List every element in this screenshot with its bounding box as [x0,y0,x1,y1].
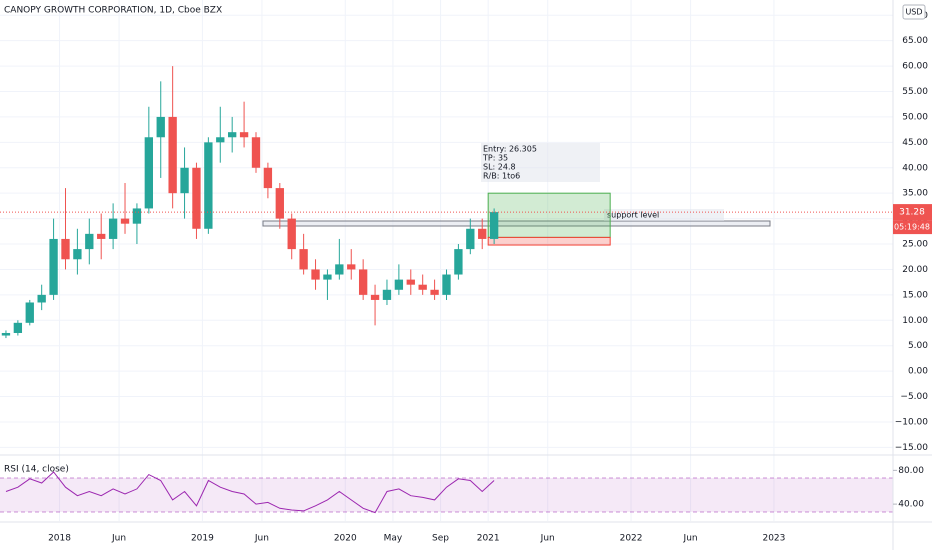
y-tick-label: 60.00 [902,62,928,72]
candle-body [204,142,213,229]
candle-body [85,233,94,250]
y-tick-label: 65.00 [902,36,928,46]
candle-body [382,289,392,300]
candle-body [108,218,118,239]
y-tick-label: 40.00 [898,500,924,510]
candle-body [61,238,70,260]
rsi-band [0,478,893,512]
y-tick-label: 25.00 [902,240,928,250]
stop-loss-zone [487,236,611,246]
countdown-badge [893,220,932,235]
x-tick-label: Jun [683,534,698,544]
candle-body [358,269,368,295]
trade-entry: Entry: 26.305 [483,145,537,154]
candle-body [406,279,415,285]
annotation: support level [607,211,659,220]
candle-body [192,167,201,229]
candle-body [370,294,380,300]
candle-body [239,132,249,138]
candle-body [132,208,142,224]
y-tick-label: 45.00 [902,138,928,148]
x-tick-label: 2022 [620,534,643,544]
candle-body [489,212,499,239]
candle-body [454,249,463,275]
x-tick-label: 2019 [191,534,214,544]
candle-body [13,322,23,333]
y-tick-label: 55.00 [902,87,928,97]
y-tick-label: −5.00 [900,392,928,402]
y-tick-label: 40.00 [902,163,928,173]
candle-body [168,116,177,194]
trade-ratio: R/B: 1to6 [483,172,520,181]
x-tick-label: Sep [432,534,449,544]
candle-body [73,249,82,260]
candle-body [335,264,344,275]
y-tick-label: −15.00 [895,443,929,453]
y-tick-label: 15.00 [902,290,928,300]
trade-sl: SL: 24.8 [483,163,516,172]
trade-info-bg [481,143,600,182]
y-tick-label: 20.00 [902,265,928,275]
candle-body [251,137,261,168]
candle-body [25,302,34,323]
candle-body [466,228,475,250]
x-tick-label: 2021 [477,534,500,544]
y-tick-label: 5.00 [908,341,928,351]
candle-body [120,218,130,224]
y-tick-label: 50.00 [902,112,928,122]
y-tick-label: 10.00 [902,316,928,326]
candle-body [37,294,46,303]
x-tick-label: 2018 [48,534,71,544]
support-level [262,220,771,227]
currency: USD [905,8,922,17]
candle-body [442,274,451,295]
x-tick-label: Jun [540,534,555,544]
x-tick-label: Jun [254,534,269,544]
countdown: 05:19:48 [894,223,930,232]
x-tick-label: 2023 [762,534,785,544]
candle-body [287,218,296,250]
currency-badge [902,4,926,20]
candle-body [299,249,308,270]
y-tick-label: −10.00 [895,417,929,427]
candle-body [394,279,404,290]
candle-body [228,132,237,138]
rsi-title: RSI (14, close) [4,465,69,475]
x-tick-label: 2020 [334,534,357,544]
candle-body [275,188,284,219]
candle-body [180,167,189,194]
axis: −15.00 −10.00 −5.00 0.00 5.00 10.00 15.00 20.00… [48,11,932,544]
candle-body [311,269,320,280]
take-profit-zone [487,192,611,238]
y-tick-label: 0.00 [908,367,928,377]
candle-body [478,228,487,239]
rsi-line [5,471,495,514]
candle-body [1,332,11,336]
candle-body [418,284,427,290]
candle-body [156,116,165,138]
candle-body [323,274,332,280]
last-price: 31.28 [899,208,925,218]
y-tick-label: 35.00 [902,189,928,199]
candle-body [430,289,439,295]
plot [0,66,893,514]
candle-body [144,137,154,209]
last-price-badge [893,204,932,221]
y-tick-label: 80.00 [898,466,924,476]
candle-body [97,233,106,239]
x-tick-label: Jun [111,534,126,544]
candle-body [347,264,356,270]
candle-body [216,137,225,143]
x-tick-label: May [384,534,403,544]
chart-title: CANOPY GROWTH CORPORATION, 1D, Cboe BZX [4,6,222,16]
candle-body [263,167,273,189]
candle-body [49,238,58,295]
trade-tp: TP: 35 [482,154,508,163]
